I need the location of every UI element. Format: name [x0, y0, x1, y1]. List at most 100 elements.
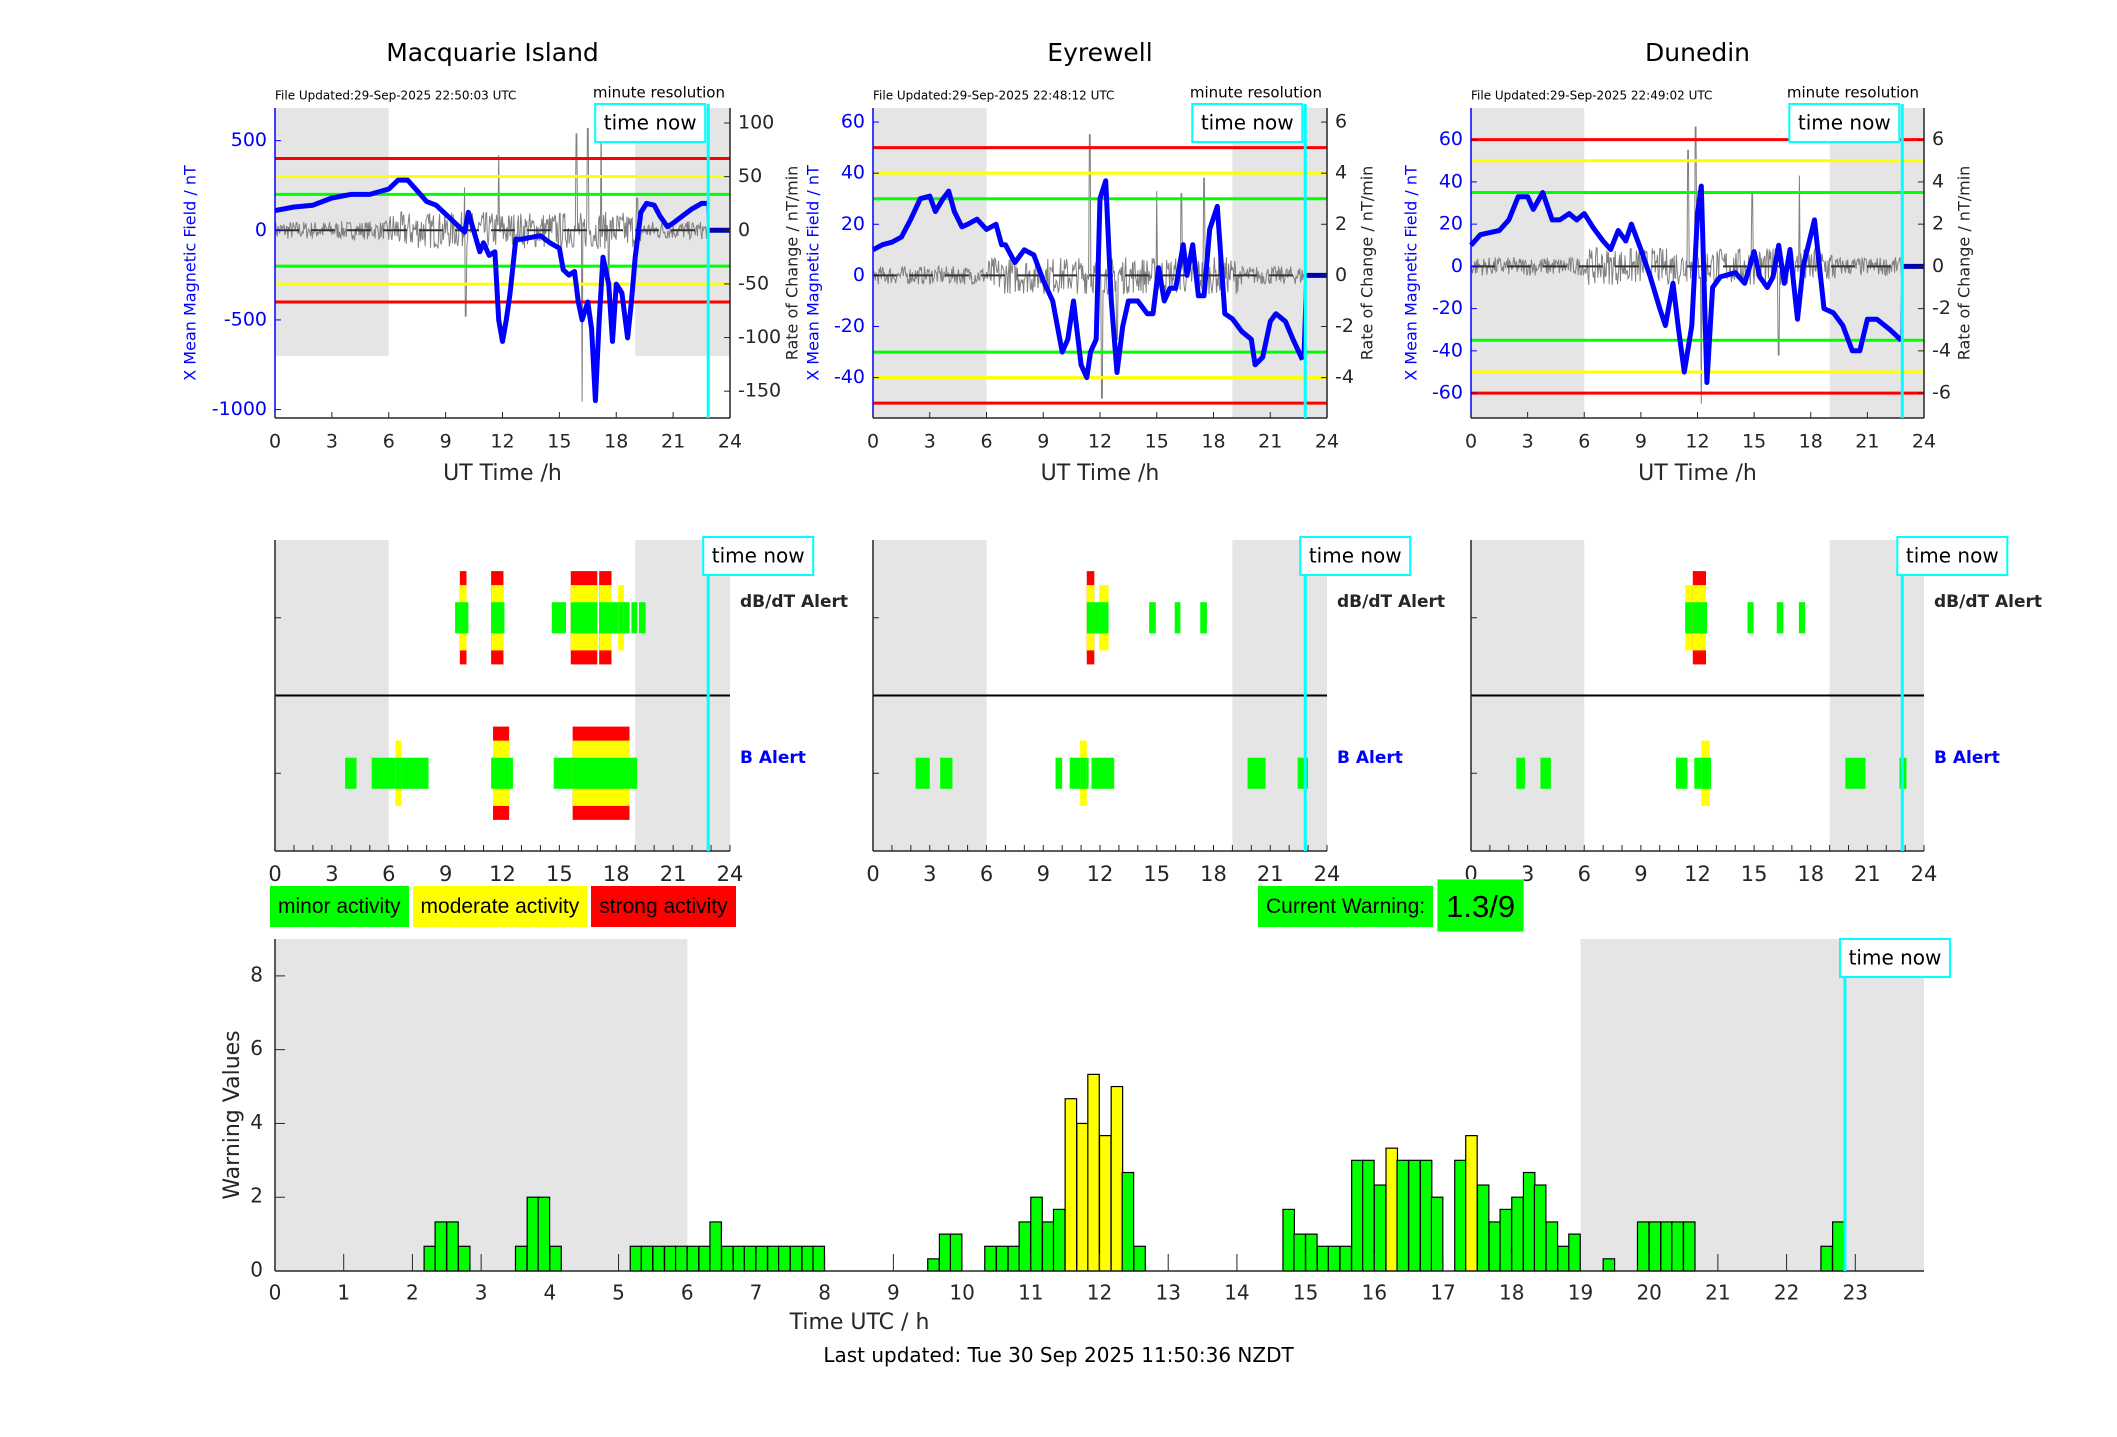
- warning-bar: [1087, 1073, 1100, 1272]
- b-alert-block-minor: [1701, 757, 1710, 789]
- dbdt-alert-block-minor: [1776, 602, 1784, 634]
- y-left-tick-label: 20: [841, 213, 865, 235]
- warning-x-tick-label: 7: [750, 1281, 763, 1305]
- warning-bar: [1636, 1221, 1650, 1272]
- b-alert-block-minor: [1297, 757, 1309, 789]
- x-tick-label: 12: [1088, 431, 1112, 453]
- dbdt-alert-block-minor: [503, 602, 505, 634]
- warning-bar: [640, 1245, 654, 1272]
- b-alert-block-minor: [1080, 757, 1087, 789]
- dbdt-alert-block-minor: [1200, 602, 1207, 634]
- b-alert-label: B Alert: [1337, 748, 1403, 768]
- x-tick-label: 24: [1315, 431, 1339, 453]
- x-tick-label: 21: [1258, 431, 1282, 453]
- warning-bar: [1018, 1221, 1032, 1272]
- y-right-tick-label: -100: [738, 326, 781, 348]
- y-left-tick-label: 20: [1439, 213, 1463, 235]
- b-alert-block-minor: [1091, 757, 1115, 789]
- night-shading: [873, 108, 987, 418]
- warning-bar: [1522, 1171, 1536, 1272]
- time-now-label-box: [1788, 103, 1901, 143]
- x-tick-label: 9: [440, 431, 452, 453]
- warning-bar: [1557, 1245, 1570, 1272]
- warning-y-tick-label: 8: [250, 962, 263, 986]
- warning-x-tick-label: 2: [406, 1281, 419, 1305]
- b-alert-block-minor: [1516, 757, 1525, 789]
- dbdt-alert-block-minor: [1174, 602, 1181, 634]
- station-title: Eyrewell: [1047, 38, 1152, 67]
- y-right-tick-label: 4: [1335, 162, 1347, 184]
- alert-x-tick-label: 9: [1634, 862, 1647, 886]
- warning-bar: [1133, 1245, 1146, 1272]
- x-tick-label: 0: [1465, 431, 1477, 453]
- warning-bar: [1545, 1221, 1559, 1272]
- x-tick-label: 12: [1685, 431, 1709, 453]
- warning-x-tick-label: 13: [1155, 1281, 1180, 1305]
- warning-bar: [1832, 1221, 1845, 1272]
- y-left-axis-label: X Mean Magnetic Field / nT: [1402, 165, 1421, 381]
- warning-x-tick-label: 17: [1430, 1281, 1455, 1305]
- warning-x-tick-label: 0: [269, 1281, 282, 1305]
- b-alert-block-minor: [1540, 757, 1551, 789]
- warning-x-tick-label: 12: [1087, 1281, 1112, 1305]
- alert-x-tick-label: 15: [546, 862, 573, 886]
- y-left-tick-label: 500: [231, 129, 267, 151]
- x-axis-label: UT Time /h: [1041, 461, 1160, 486]
- dbdt-alert-block-minor: [639, 602, 646, 634]
- warning-bar: [938, 1233, 952, 1272]
- alert-x-tick-label: 18: [1797, 862, 1824, 886]
- warning-bar: [1396, 1159, 1410, 1272]
- warning-x-tick-label: 20: [1636, 1281, 1661, 1305]
- warning-bar: [457, 1245, 471, 1272]
- magnetic-field-line: [1469, 183, 1904, 385]
- alert-x-tick-label: 6: [382, 862, 395, 886]
- x-tick-label: 18: [1201, 431, 1225, 453]
- warning-x-tick-label: 1: [337, 1281, 350, 1305]
- warning-bar: [1454, 1159, 1467, 1272]
- alert-x-tick-label: 21: [1854, 862, 1881, 886]
- b-alert-block-minor: [371, 757, 396, 789]
- warning-bar: [1305, 1233, 1318, 1272]
- warning-x-tick-label: 16: [1362, 1281, 1387, 1305]
- warning-bar: [767, 1245, 780, 1272]
- warning-bar: [1327, 1245, 1341, 1272]
- warning-x-tick-label: 8: [818, 1281, 831, 1305]
- warning-bar: [927, 1258, 940, 1272]
- warning-bar: [423, 1245, 437, 1272]
- alert-x-tick-label: 18: [603, 862, 630, 886]
- b-alert-block-minor: [940, 757, 953, 789]
- warning-bar: [537, 1196, 551, 1272]
- warning-bar: [1820, 1245, 1833, 1272]
- y-right-tick-label: -50: [738, 272, 769, 294]
- y-right-tick-label: 6: [1932, 128, 1944, 150]
- x-tick-label: 9: [1635, 431, 1647, 453]
- warning-y-tick-label: 0: [250, 1258, 263, 1282]
- warning-bar: [1682, 1221, 1696, 1272]
- warning-bar: [1339, 1245, 1353, 1272]
- x-tick-label: 15: [1742, 431, 1766, 453]
- warning-bar: [1430, 1196, 1444, 1272]
- x-tick-label: 9: [1037, 431, 1049, 453]
- dbdt-alert-block-minor: [491, 602, 504, 634]
- dbdt-alert-block-minor: [1099, 602, 1109, 634]
- b-alert-block-minor: [491, 757, 494, 789]
- y-left-tick-label: 0: [1451, 255, 1463, 277]
- warning-bar: [1568, 1233, 1581, 1272]
- y-right-tick-label: 2: [1932, 213, 1944, 235]
- warning-bar: [1373, 1184, 1387, 1272]
- alert-x-tick-label: 0: [866, 862, 879, 886]
- warning-bar: [801, 1245, 815, 1272]
- time-now-label: time now: [1906, 544, 1999, 568]
- legend-minor-activity: minor activity: [270, 886, 409, 927]
- warning-x-tick-label: 23: [1843, 1281, 1868, 1305]
- time-now-label: time now: [1798, 111, 1891, 135]
- time-now-label-box: [1191, 103, 1304, 143]
- dbdt-alert-block-minor: [570, 602, 598, 634]
- alert-x-tick-label: 18: [1200, 862, 1227, 886]
- dbdt-alert-block-minor: [618, 602, 624, 634]
- y-left-axis-label: X Mean Magnetic Field / nT: [804, 165, 823, 381]
- dbdt-alert-label: dB/dT Alert: [740, 592, 848, 612]
- warning-y-tick-label: 2: [250, 1184, 263, 1208]
- alert-x-tick-label: 12: [1684, 862, 1711, 886]
- station-title: Dunedin: [1645, 38, 1750, 67]
